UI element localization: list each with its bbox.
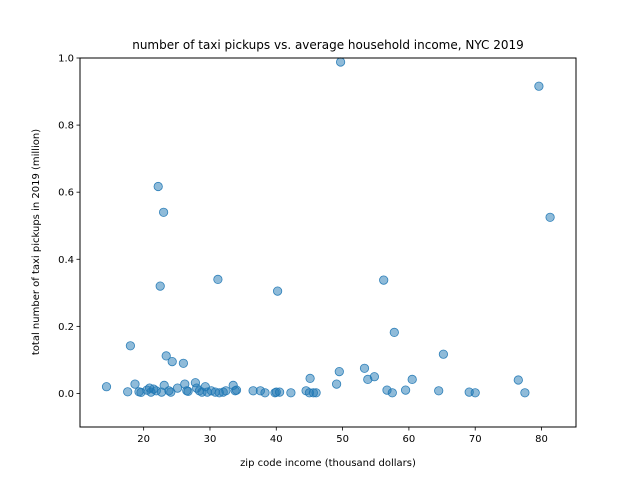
scatter-point-42 xyxy=(260,388,270,398)
x-tick-label-5: 70 xyxy=(469,434,482,445)
y-tick-label-2: 0.4 xyxy=(58,255,74,266)
scatter-point-14 xyxy=(159,207,169,217)
scatter-point-36 xyxy=(221,386,231,396)
x-tick-label-2: 40 xyxy=(270,434,283,445)
x-tick-label-3: 50 xyxy=(336,434,349,445)
x-tick-label-0: 20 xyxy=(137,434,150,445)
y-tick-label-1: 0.2 xyxy=(58,322,74,333)
scatter-point-16 xyxy=(161,351,171,361)
y-tick-label-5: 1.0 xyxy=(58,54,74,65)
scatter-point-47 xyxy=(286,388,296,398)
scatter-point-56 xyxy=(359,363,370,373)
scatter-point-20 xyxy=(172,383,183,393)
scatter-point-55 xyxy=(335,57,346,67)
scatter-point-33 xyxy=(213,274,223,284)
scatter-point-63 xyxy=(400,385,411,395)
scatter-point-59 xyxy=(379,275,389,285)
scatter-point-46 xyxy=(274,387,285,397)
scatter-point-69 xyxy=(513,375,523,385)
scatter-point-39 xyxy=(231,385,242,395)
scatter-point-11 xyxy=(153,181,163,192)
scatter-point-45 xyxy=(272,286,283,296)
scatter-point-68 xyxy=(470,388,480,398)
scatter-point-19 xyxy=(167,356,177,367)
scatter-point-54 xyxy=(334,366,344,377)
scatter-point-2 xyxy=(125,341,135,351)
scatter-point-3 xyxy=(130,379,140,389)
scatter-point-70 xyxy=(520,388,530,398)
scatter-point-58 xyxy=(369,372,379,382)
x-tick-label-1: 30 xyxy=(204,434,217,445)
scatter-point-64 xyxy=(407,374,417,384)
scatter-point-65 xyxy=(434,386,444,396)
scatter-point-12 xyxy=(155,281,165,291)
scatter-point-72 xyxy=(545,212,555,222)
x-axis: 20 30 40 50 60 70 80 xyxy=(137,427,548,445)
y-tick-label-3: 0.6 xyxy=(58,188,74,199)
scatter-point-50 xyxy=(305,373,315,383)
scatter-point-53 xyxy=(331,379,342,389)
scatter-point-21 xyxy=(178,358,188,368)
scatter-point-71 xyxy=(534,81,544,91)
plot-frame xyxy=(79,57,577,428)
y-axis: 0.0 0.2 0.4 0.6 0.8 1.0 xyxy=(58,54,80,400)
scatter-point-52 xyxy=(311,388,321,398)
scatter-point-0 xyxy=(101,382,112,392)
chart-title: number of taxi pickups vs. average house… xyxy=(132,38,524,52)
x-axis-label: zip code income (thousand dollars) xyxy=(240,458,416,469)
scatter-point-18 xyxy=(166,387,176,397)
y-tick-label-4: 0.8 xyxy=(58,121,74,132)
scatter-point-1 xyxy=(123,387,133,397)
points-layer xyxy=(101,57,555,398)
scatter-point-66 xyxy=(438,349,448,359)
scatter-point-62 xyxy=(389,327,399,337)
x-tick-label-4: 60 xyxy=(403,434,416,445)
y-axis-label: total number of taxi pickups in 2019 (mi… xyxy=(31,129,42,355)
x-tick-label-6: 80 xyxy=(535,434,548,445)
scatter-point-61 xyxy=(387,388,397,398)
scatter-point-24 xyxy=(183,386,193,396)
y-tick-label-0: 0.0 xyxy=(58,389,74,400)
